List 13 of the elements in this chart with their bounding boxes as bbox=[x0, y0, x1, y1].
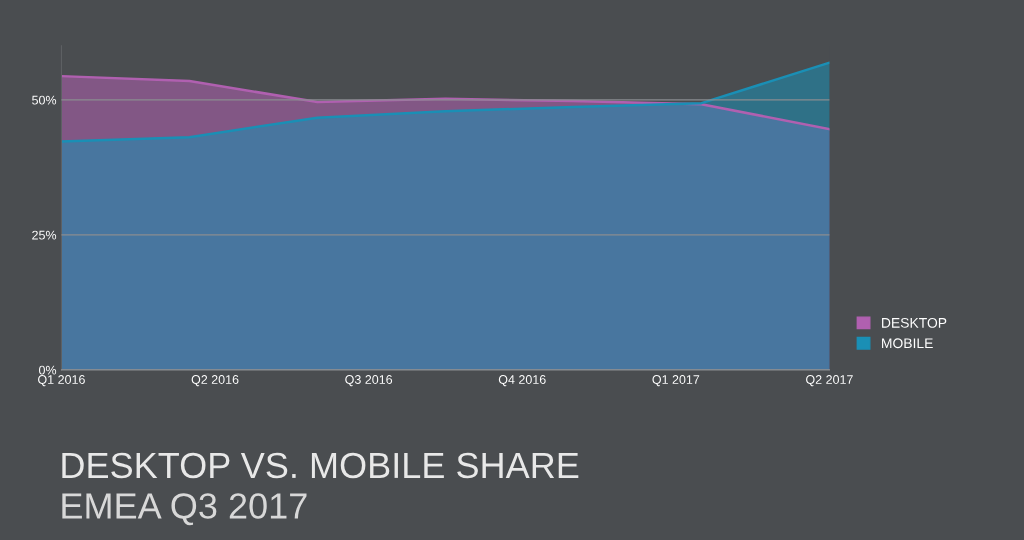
x-tick-label: Q1 2017 bbox=[652, 375, 700, 387]
legend-label: DESKTOP bbox=[882, 317, 947, 328]
x-tick-label: Q4 2016 bbox=[498, 375, 546, 387]
legend-label: MOBILE bbox=[882, 338, 933, 349]
y-tick-label: 50% bbox=[32, 95, 57, 105]
x-tick-label: Q2 2016 bbox=[191, 375, 239, 387]
y-tick-label: 25% bbox=[32, 230, 57, 240]
x-tick-label: Q1 2016 bbox=[38, 375, 85, 387]
x-tick-label: Q2 2017 bbox=[806, 375, 853, 387]
y-tick-label: 0% bbox=[39, 365, 57, 375]
text: EMEA Q3 2017 bbox=[62, 493, 307, 526]
text: DESKTOP VS. MOBILE SHARE bbox=[62, 452, 579, 479]
x-tick-label: Q3 2016 bbox=[345, 375, 393, 387]
